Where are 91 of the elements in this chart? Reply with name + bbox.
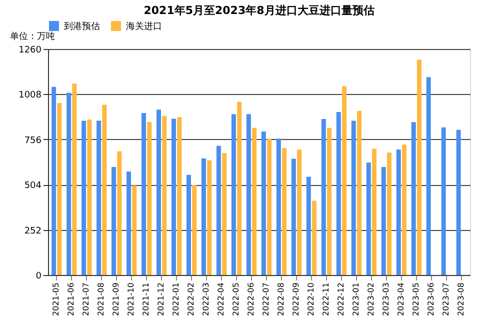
bar	[386, 152, 392, 275]
x-tick-label: 2022-12	[336, 282, 346, 316]
x-tick-label: 2021-10	[126, 282, 136, 316]
bar	[82, 120, 86, 275]
x-tick-label: 2021-05	[52, 282, 61, 316]
bar	[261, 132, 266, 275]
bar	[282, 148, 287, 275]
bar	[426, 77, 431, 275]
y-tick-label: 1008	[18, 90, 42, 101]
x-tick-label: 2021-12	[156, 282, 166, 316]
bar	[381, 167, 386, 275]
bar	[267, 138, 272, 275]
bar	[231, 114, 236, 275]
bar	[297, 149, 302, 275]
x-tick-label: 2023-03	[381, 282, 390, 316]
bar	[112, 167, 116, 275]
bar	[456, 130, 461, 275]
bar	[52, 86, 56, 275]
x-tick-label: 2022-05	[232, 282, 241, 316]
y-axis-title: 单位：万吨	[10, 31, 55, 42]
bar	[276, 138, 281, 275]
bar	[132, 185, 137, 275]
bar	[162, 116, 167, 275]
bar	[327, 128, 332, 275]
bar	[156, 110, 161, 275]
y-tick-label: 252	[24, 226, 42, 236]
bar	[72, 83, 77, 275]
bar	[142, 113, 146, 275]
x-tick-label: 2023-01	[351, 282, 360, 316]
x-tick-label: 2022-09	[291, 282, 300, 316]
y-tick-label: 1260	[18, 46, 42, 56]
y-tick-label: 504	[24, 181, 42, 192]
bar	[306, 176, 311, 275]
bar	[102, 104, 107, 275]
bar	[321, 118, 326, 275]
bar	[396, 149, 401, 275]
bar	[147, 122, 152, 275]
y-tick-label: 756	[24, 136, 42, 146]
legend-label: 到港预估	[64, 21, 100, 32]
x-tick-label: 2021-06	[66, 282, 76, 316]
x-tick-label: 2021-08	[96, 282, 106, 316]
bar	[416, 60, 422, 275]
bar	[126, 172, 132, 275]
bar	[366, 162, 371, 275]
bar	[192, 184, 197, 275]
bar	[117, 151, 122, 275]
bar	[201, 158, 206, 275]
x-tick-label: 2022-10	[306, 282, 316, 316]
bar	[237, 102, 242, 275]
x-tick-label: 2021-07	[82, 282, 91, 316]
bar	[342, 86, 347, 275]
bar	[402, 144, 406, 275]
bar	[441, 127, 446, 275]
bar	[336, 112, 341, 275]
x-tick-label: 2022-01	[172, 282, 181, 316]
bar	[216, 146, 221, 275]
bar	[87, 119, 92, 275]
bar	[57, 102, 62, 275]
bar	[411, 122, 416, 275]
bar	[177, 117, 182, 275]
y-tick-label: 0	[36, 272, 42, 282]
x-tick-label: 2022-02	[186, 282, 196, 316]
x-tick-label: 2022-03	[202, 282, 211, 316]
x-tick-label: 2022-06	[246, 282, 256, 316]
x-tick-label: 2022-04	[216, 282, 226, 316]
x-tick-label: 2023-07	[441, 282, 450, 316]
bar	[207, 160, 212, 275]
x-tick-label: 2023-04	[396, 282, 406, 316]
x-tick-label: 2022-07	[261, 282, 270, 316]
bar	[351, 120, 356, 275]
bar	[96, 120, 102, 275]
bar	[66, 92, 72, 275]
x-tick-label: 2022-08	[276, 282, 286, 316]
bar	[252, 128, 257, 275]
x-tick-label: 2023-08	[456, 282, 466, 316]
x-tick-label: 2023-06	[426, 282, 436, 316]
bar	[357, 110, 362, 275]
legend-label: 海关进口	[126, 21, 162, 32]
x-tick-label: 2021-11	[142, 282, 151, 316]
x-tick-label: 2023-05	[411, 282, 420, 316]
x-tick-label: 2023-02	[366, 282, 376, 316]
x-tick-label: 2021-09	[112, 282, 121, 316]
chart-title: 2021年5月至2023年8月进口大豆进口量预估	[144, 4, 374, 17]
bar	[222, 153, 227, 275]
bar	[291, 158, 296, 275]
bar	[372, 148, 376, 275]
bar	[171, 118, 176, 275]
bar	[246, 114, 251, 275]
bar	[186, 174, 191, 275]
bar	[312, 200, 317, 275]
x-tick-label: 2022-11	[321, 282, 330, 316]
